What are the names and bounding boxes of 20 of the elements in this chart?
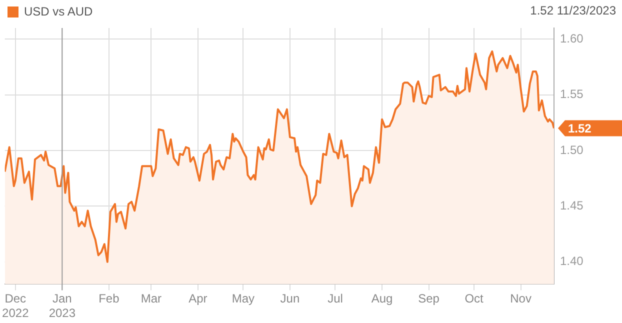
x-tick-label: Mar: [140, 292, 162, 306]
x-tick-label: Sep: [418, 292, 440, 306]
x-tick-label: Jul: [328, 292, 343, 306]
x-tick-label: May: [232, 292, 255, 306]
x-tick-label: Aug: [371, 292, 393, 306]
annotation: 1.52: [568, 122, 592, 136]
y-tick-label: 1.50: [560, 142, 584, 157]
legend-label: USD vs AUD: [24, 4, 94, 18]
x-tick-label: Oct: [464, 292, 484, 306]
y-tick-label: 1.45: [560, 198, 584, 213]
x-tick-label: Jan 2023: [48, 292, 76, 320]
x-tick-label: Apr: [188, 292, 208, 306]
x-tick-label: Jun: [280, 292, 300, 306]
x-tick-label: Feb: [98, 292, 120, 306]
x-tick-label: Dec 2022: [2, 292, 30, 320]
y-tick-label: 1.55: [560, 87, 584, 102]
y-tick-label: 1.40: [560, 254, 584, 268]
y-tick-label: 1.60: [560, 31, 584, 46]
x-tick-label: Nov: [510, 292, 532, 306]
text: 1.52 11/23/2023: [530, 3, 616, 18]
